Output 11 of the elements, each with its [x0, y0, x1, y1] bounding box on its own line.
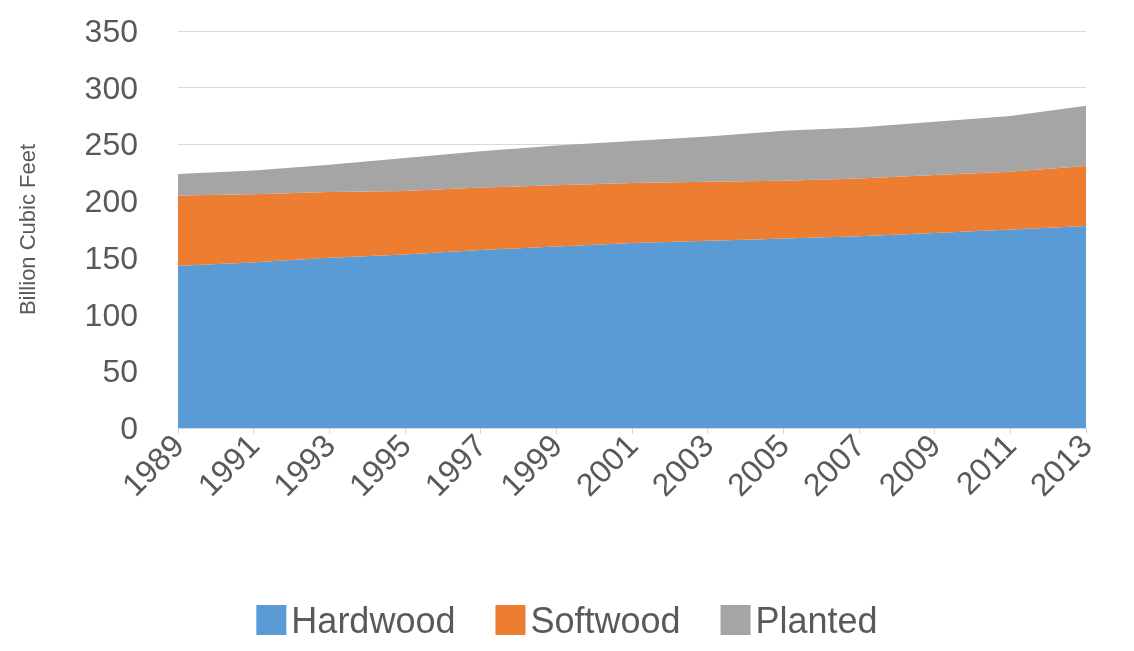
legend-label: Hardwood [291, 599, 456, 641]
legend-label: Softwood [530, 599, 681, 641]
legend-label: Planted [755, 599, 878, 641]
y-tick-label: 250 [84, 126, 138, 163]
y-tick-label: 300 [84, 69, 138, 106]
y-tick-label: 50 [102, 353, 138, 390]
y-tick-label: 200 [84, 183, 138, 220]
y-tick-label: 350 [84, 13, 138, 49]
y-tick-label: 150 [84, 239, 138, 276]
y-tick-label: 100 [84, 296, 138, 333]
y-axis-title: Billion Cubic Feet [14, 143, 40, 316]
